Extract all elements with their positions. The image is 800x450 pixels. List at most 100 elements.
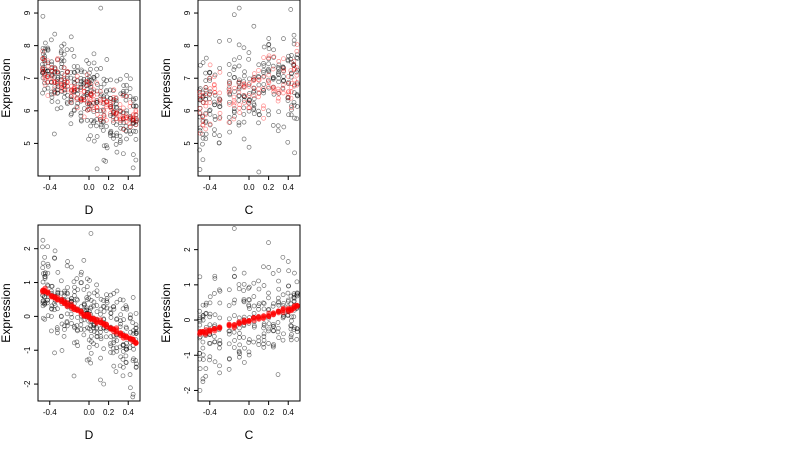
fitted-point [207, 92, 212, 97]
data-point [49, 65, 55, 71]
data-point [292, 150, 297, 156]
fitted-point [211, 82, 217, 88]
fitted-point [236, 79, 242, 85]
data-point [49, 283, 55, 289]
data-point [68, 97, 74, 103]
data-point [271, 328, 276, 333]
data-point [237, 335, 242, 340]
data-point [130, 358, 136, 363]
fitted-point [286, 89, 291, 95]
y-axis-label: Expression [159, 58, 173, 117]
data-point [113, 96, 119, 101]
fitted-point [44, 290, 51, 296]
data-point [291, 100, 297, 105]
fitted-point [251, 76, 256, 81]
fitted-point [91, 99, 97, 105]
data-point [207, 75, 213, 81]
fitted-point [111, 110, 117, 116]
data-point [72, 88, 77, 93]
data-point [261, 264, 266, 270]
data-point [246, 50, 252, 55]
data-point [81, 301, 87, 307]
data-point [289, 71, 294, 77]
data-point [98, 108, 103, 114]
data-point [61, 334, 67, 339]
fitted-point [285, 80, 291, 86]
data-point [251, 89, 256, 95]
fitted-point [280, 86, 286, 92]
data-point [197, 308, 202, 314]
data-point [198, 62, 203, 68]
data-point [236, 98, 242, 103]
data-point [251, 74, 257, 80]
data-point [55, 287, 61, 293]
data-point [231, 226, 237, 231]
data-point [98, 326, 104, 331]
data-point [62, 87, 68, 93]
fitted-point [203, 126, 209, 132]
y-tick-label: 5 [23, 141, 32, 146]
fitted-point [123, 119, 129, 125]
fitted-point [281, 69, 287, 74]
data-point [45, 297, 51, 303]
fitted-point [294, 302, 300, 309]
fitted-point [104, 117, 109, 123]
data-point [232, 297, 237, 303]
data-point [120, 349, 126, 354]
data-point [61, 41, 67, 47]
data-point [78, 85, 84, 90]
data-point [241, 360, 247, 365]
data-point [197, 274, 203, 280]
data-point [94, 282, 99, 288]
data-point [98, 119, 104, 124]
fitted-point [217, 69, 223, 75]
data-point [88, 93, 94, 98]
data-point [98, 355, 103, 361]
data-point [241, 298, 247, 304]
fitted-point [120, 114, 126, 119]
data-point [42, 55, 47, 61]
fitted-point [65, 69, 71, 74]
data-point [200, 357, 206, 362]
data-point [275, 372, 281, 377]
fitted-point [71, 86, 77, 91]
x-axis-label: C [245, 428, 254, 442]
fitted-point [42, 82, 48, 88]
data-point [294, 291, 300, 296]
data-point [289, 53, 294, 58]
data-point [111, 133, 116, 139]
data-point [64, 311, 70, 317]
fitted-point [120, 115, 126, 121]
data-point [232, 338, 237, 343]
fitted-point [197, 96, 203, 102]
data-point [280, 337, 286, 343]
data-point [64, 263, 70, 269]
data-point [291, 102, 297, 108]
data-point [266, 56, 272, 62]
data-point [217, 288, 223, 294]
fitted-point [55, 57, 60, 63]
data-point [55, 306, 60, 312]
x-tick-label: 0.0 [83, 408, 95, 417]
fitted-point [113, 95, 119, 101]
data-point [64, 290, 70, 296]
fitted-point [227, 101, 232, 107]
fitted-point [207, 62, 213, 68]
data-point [251, 23, 257, 29]
fitted-point [266, 80, 272, 86]
data-point [100, 303, 106, 309]
fitted-point [86, 100, 92, 106]
fitted-point [241, 82, 247, 87]
data-point [71, 64, 77, 69]
fitted-point [226, 120, 232, 125]
data-point [79, 67, 84, 73]
data-point [62, 80, 67, 85]
data-point [101, 94, 106, 100]
data-point [88, 66, 93, 72]
fitted-point [201, 100, 206, 105]
data-point [55, 270, 61, 275]
data-point [68, 121, 74, 127]
data-point [236, 5, 242, 11]
x-axis-label: C [245, 203, 254, 217]
data-point [49, 79, 54, 85]
